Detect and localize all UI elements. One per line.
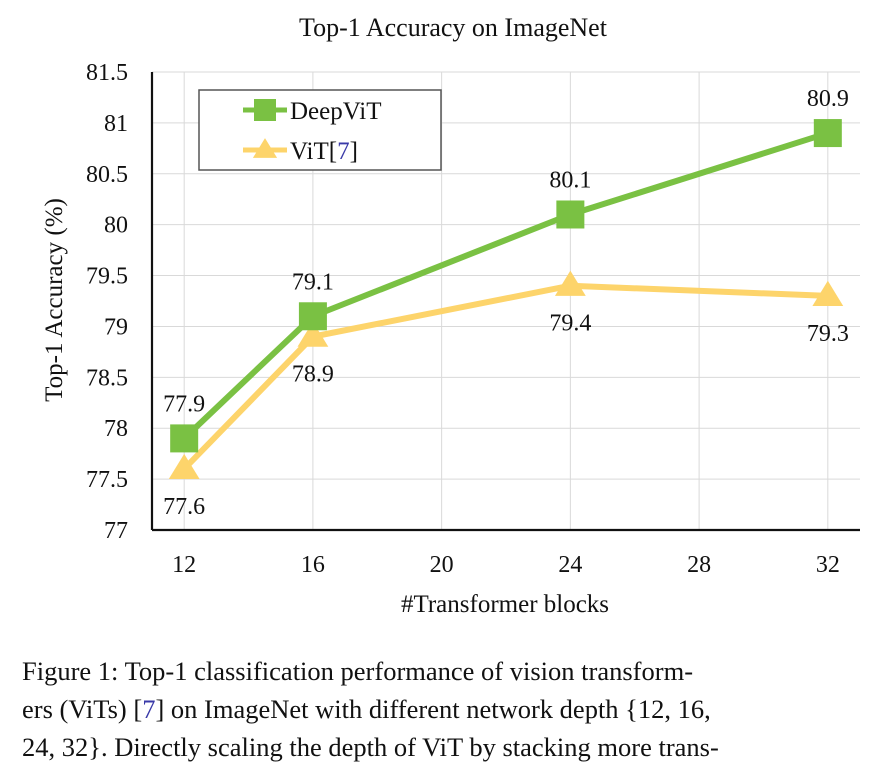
legend-bracket: [: [329, 138, 337, 165]
y-tick-labels: 77 77.5 78 78.5 79 79.5 80 80.5 81 81.5: [86, 60, 128, 544]
y-tick-label: 79: [104, 314, 128, 340]
x-tick-label: 28: [687, 552, 711, 578]
data-label: 79.4: [549, 311, 591, 337]
legend-entry: DeepViT: [243, 98, 382, 125]
y-tick-label: 79.5: [86, 264, 128, 290]
data-label: 78.9: [292, 362, 334, 388]
x-tick-label: 12: [172, 552, 196, 578]
y-tick-label: 78.5: [86, 365, 128, 391]
data-label: 77.6: [163, 494, 205, 520]
chart-title: Top-1 Accuracy on ImageNet: [299, 13, 608, 42]
y-tick-label: 77: [104, 518, 128, 544]
data-point: [170, 424, 199, 453]
x-tick-label: 32: [816, 552, 840, 578]
caption-line-2: ers (ViTs) [7] on ImageNet with differen…: [22, 690, 872, 728]
data-label: 80.9: [807, 86, 849, 112]
x-tick-label: 16: [301, 552, 325, 578]
figure-caption: Figure 1: Top-1 classification performan…: [22, 652, 872, 766]
series-line: [182, 130, 829, 441]
data-point: [168, 453, 200, 480]
caption-line-2-start: ers (ViTs) [: [22, 694, 143, 724]
legend-label: DeepViT: [290, 98, 382, 125]
y-tick-label: 77.5: [86, 467, 128, 493]
legend-label: ViT[7]: [290, 138, 358, 165]
series-deepvit: 77.9 79.1 80.1 80.9: [163, 86, 849, 453]
series-vit: 77.6 78.9 79.4 79.3: [163, 270, 849, 520]
legend: DeepViT ViT[7]: [198, 89, 442, 171]
x-tick-labels: 12 16 20 24 28 32: [172, 552, 840, 578]
line-chart: Top-1 Accuracy on ImageNet 7777.57878.57…: [41, 13, 860, 618]
y-tick-label: 80: [104, 213, 128, 239]
caption-line-1: Figure 1: Top-1 classification performan…: [22, 656, 694, 686]
legend-marker: [254, 99, 276, 121]
legend-bracket: ]: [350, 138, 358, 165]
data-point: [556, 200, 585, 229]
legend-marker: [252, 138, 278, 158]
data-point: [812, 280, 844, 306]
legend-entry: ViT[7]: [243, 138, 358, 165]
data-point: [554, 270, 586, 296]
data-label: 77.9: [163, 391, 205, 417]
data-point: [297, 321, 329, 347]
data-label: 80.1: [549, 167, 591, 193]
data-label: 79.3: [807, 321, 849, 347]
x-tick-label: 24: [558, 552, 582, 578]
caption-citation-link[interactable]: 7: [142, 694, 156, 724]
series-line: [182, 282, 828, 472]
axes: [150, 72, 860, 532]
x-axis-label: #Transformer blocks: [401, 591, 609, 618]
legend-box: [198, 89, 442, 171]
series: 77.6 78.9 79.4 79.3 77.9 79.1 80.1 80.9: [163, 86, 849, 520]
y-tick-label: 81: [104, 111, 128, 137]
data-label: 79.1: [292, 269, 334, 295]
data-point: [298, 302, 327, 331]
y-tick-label: 81.5: [86, 60, 128, 86]
data-point: [813, 119, 842, 148]
x-tick-label: 20: [430, 552, 454, 578]
y-tick-label: 80.5: [86, 162, 128, 188]
y-tick-label: 78: [104, 416, 128, 442]
y-axis-label: Top-1 Accuracy (%): [41, 198, 68, 402]
caption-line-2-end: ] on ImageNet with different network dep…: [155, 694, 711, 724]
legend-citation[interactable]: 7: [337, 138, 350, 165]
legend-items: DeepViT ViT[7]: [243, 98, 382, 165]
caption-line-3: 24, 32}. Directly scaling the depth of V…: [22, 732, 719, 762]
